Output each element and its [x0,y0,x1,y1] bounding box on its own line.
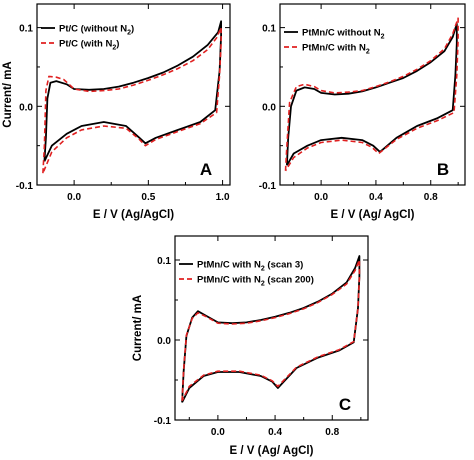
series-line-2 [181,259,361,402]
legend-entry: PtMn/C with N2 [302,43,370,56]
legend-entry: Pt/C (without N2) [59,24,134,37]
x-axis-label: E / V (Ag/ AgCl) [230,445,314,457]
legend-entry: PtMn/C with N2 (scan 200) [197,275,314,288]
x-tick-label: 0.4 [369,192,383,203]
x-tick-label: 0.0 [314,192,328,203]
x-tick-label: 1.0 [216,192,230,203]
legend: Pt/C (without N2) Pt/C (with N2) [41,24,134,52]
x-tick-label: 0.5 [141,192,155,203]
x-tick-label: 0.8 [325,427,339,438]
y-tick-label: 0.1 [157,256,171,267]
y-tick-label: -0.1 [154,416,172,427]
plot-frame [174,235,369,421]
x-tick-label: 0.4 [268,427,282,438]
y-axis-label: Current/ mA [2,61,14,127]
y-tick-label: 0.0 [157,336,171,347]
y-tick-label: 0.1 [262,24,276,35]
legend-entry: PtMn/C without N2 [302,28,385,41]
x-axis-label: E / V (Ag/AgCl) [93,209,174,221]
plot-frame [36,3,231,186]
x-tick-label: 0.0 [67,192,81,203]
panel-letter: A [200,160,212,179]
panel-letter: C [339,395,351,414]
legend-entry: Pt/C (with N2) [59,39,119,52]
series-line-1 [286,22,458,166]
y-tick-label: -0.1 [16,181,34,192]
series-line-2 [284,17,459,172]
x-tick-label: 0.8 [424,192,438,203]
series-line-1 [43,20,222,162]
legend: PtMn/C without N2 PtMn/C with N2 [284,28,385,56]
plot-frame [279,3,466,186]
chart-panel-b: 0.0 0.4 0.8 -0.1 0.0 0.1 E / V (Ag/ AgCl) PtMn/… [259,3,466,221]
y-axis-label: Current/ mA [132,295,144,361]
x-axis-label: E / V (Ag/ AgCl) [331,209,415,221]
legend-entry: PtMn/C with N2 (scan 3) [197,260,303,273]
chart-panel-c: 0.0 0.4 0.8 -0.1 0.0 0.1 E / V (Ag/ AgCl) Curre… [132,235,369,457]
y-tick-label: 0.1 [19,24,33,35]
y-tick-label: -0.1 [259,181,277,192]
series-line-2 [42,26,222,174]
legend: PtMn/C with N2 (scan 3) PtMn/C with N2 (s… [179,260,314,288]
y-tick-label: 0.0 [19,102,33,113]
panel-letter: B [437,160,449,179]
y-tick-label: 0.0 [262,102,276,113]
x-tick-label: 0.0 [211,427,225,438]
chart-panel-a: 0.0 0.5 1.0 -0.1 0.0 0.1 E / V (Ag/AgCl) Curren… [2,3,231,221]
